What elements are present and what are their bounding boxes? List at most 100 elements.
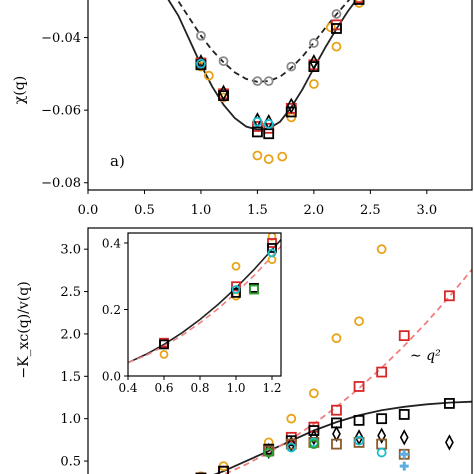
data-point-2-7 <box>353 0 365 4</box>
y-tick-label-0: 0.0 <box>102 370 121 384</box>
axes-frame <box>87 0 473 191</box>
data-point-5-2 <box>263 119 274 129</box>
data-point-1-3 <box>263 76 274 87</box>
data-point-4-4 <box>286 97 296 114</box>
data-point-4-1 <box>231 285 241 294</box>
data-point-0-5 <box>331 333 342 344</box>
x-tick-label-2: 0.8 <box>190 381 209 395</box>
series-line-0 <box>167 0 358 131</box>
x-tick-label-5: 2.5 <box>360 203 381 218</box>
series-line-1 <box>128 245 281 364</box>
x-tick-label-2: 1.0 <box>191 203 212 218</box>
y-tick-label-5: 3.0 <box>60 243 81 258</box>
data-point-4-1 <box>219 84 228 101</box>
data-point-3-5 <box>308 61 320 72</box>
data-point-3-5 <box>377 427 387 444</box>
y-tick-label-0: 0.5 <box>60 455 81 470</box>
data-point-0-10 <box>325 22 336 33</box>
y-tick-label-2: 0.4 <box>102 236 121 250</box>
data-point-1-2 <box>252 76 263 87</box>
data-point-0-4 <box>308 388 319 399</box>
plot-content <box>167 0 365 165</box>
panel-label: a) <box>110 152 125 170</box>
plot-content <box>128 233 281 364</box>
data-point-7-0 <box>399 449 409 459</box>
data-point-3-6 <box>399 429 409 446</box>
data-point-2-3 <box>267 243 277 253</box>
data-point-3-7 <box>445 434 454 451</box>
data-point-3-0 <box>249 284 259 295</box>
data-point-1-1 <box>218 56 229 67</box>
data-point-3-2 <box>309 429 319 446</box>
y-tick-label-1: 0.2 <box>102 303 121 317</box>
data-point-0-8 <box>331 41 342 52</box>
x-tick-label-4: 1.2 <box>262 381 281 395</box>
axes-frame <box>127 232 282 377</box>
data-point-1-1 <box>231 281 241 292</box>
data-point-2-8 <box>398 409 410 420</box>
data-point-2-7 <box>376 413 388 425</box>
y-tick-label-1: 1.0 <box>60 412 81 427</box>
panel-2: 0.4 0.6 0.8 1.0 1.2 0.0 0.2 0.4 <box>102 232 282 395</box>
data-point-1-7 <box>376 366 388 378</box>
data-point-7-1 <box>399 461 409 471</box>
data-point-1-2 <box>267 238 277 248</box>
x-tick-label-1: 0.6 <box>154 381 173 395</box>
plot-content <box>195 244 472 474</box>
data-point-5-1 <box>286 442 297 453</box>
data-point-5-0 <box>196 58 206 69</box>
data-point-0-3 <box>286 413 297 424</box>
data-point-1-6 <box>331 9 342 19</box>
axes-frame <box>87 227 473 474</box>
panel-0: 0.0 0.5 1.0 1.5 2.0 2.5 3.0 −0.08 −0.06 −0.04 χ(q)… <box>12 0 473 218</box>
y-tick-label-0: −0.08 <box>41 176 81 191</box>
data-point-5-1 <box>252 116 263 127</box>
x-tick-label-1: 0.5 <box>134 203 155 218</box>
x-tick-label-3: 1.5 <box>247 203 268 218</box>
data-point-1-5 <box>331 404 342 416</box>
y-tick-label-1: −0.06 <box>41 104 81 119</box>
data-point-2-1 <box>231 287 241 298</box>
data-point-1-0 <box>196 30 206 41</box>
plot-area <box>128 233 281 376</box>
data-point-5-3 <box>354 435 364 446</box>
x-tick-label-6: 3.0 <box>416 203 437 218</box>
data-point-4-1 <box>285 438 297 450</box>
data-point-2-2 <box>252 121 263 132</box>
data-point-3-7 <box>353 0 365 5</box>
data-point-2-0 <box>159 339 169 350</box>
data-point-4-3 <box>331 438 342 450</box>
y-tick-label-4: 2.5 <box>60 285 81 300</box>
data-point-3-4 <box>285 106 297 118</box>
data-point-1-5 <box>308 38 319 48</box>
data-point-0-1 <box>203 70 214 81</box>
data-point-2-1 <box>218 465 229 474</box>
data-point-4-0 <box>267 248 277 258</box>
data-point-2-6 <box>353 414 365 426</box>
data-point-0-4 <box>263 154 274 165</box>
series-line-0 <box>128 239 281 364</box>
data-point-2-9 <box>444 398 455 409</box>
data-point-1-6 <box>353 381 365 392</box>
data-point-1-8 <box>398 330 410 342</box>
data-point-0-0 <box>159 349 169 359</box>
x-tick-label-0: 0.0 <box>78 203 99 218</box>
y-axis-label: χ(q) <box>12 76 28 104</box>
data-point-0-3 <box>252 150 263 161</box>
data-point-0-0 <box>196 471 206 474</box>
x-tick-label-0: 0.4 <box>118 381 137 395</box>
data-point-6-0 <box>263 447 274 458</box>
data-point-0-7 <box>308 79 319 89</box>
series-line-1 <box>176 0 351 83</box>
data-point-3-6 <box>331 23 342 34</box>
data-point-1-4 <box>286 61 297 72</box>
data-point-1-9 <box>444 290 455 302</box>
x-tick-label-3: 1.0 <box>226 381 245 395</box>
data-point-4-5 <box>309 54 319 71</box>
y-tick-label-2: 1.5 <box>60 370 81 385</box>
y-tick-label-2: −0.04 <box>41 31 81 46</box>
data-point-0-7 <box>376 244 387 255</box>
data-point-5-4 <box>376 447 387 458</box>
data-point-2-3 <box>263 122 275 134</box>
